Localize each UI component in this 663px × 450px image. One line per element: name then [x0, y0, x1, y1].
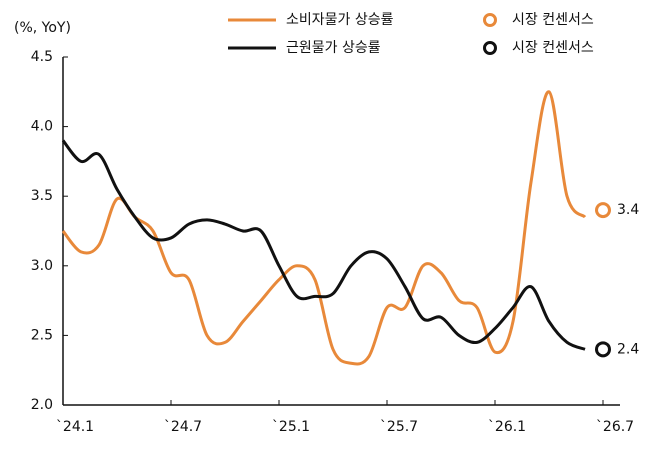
x-tick-label: `26.7: [596, 419, 634, 435]
y-tick-label: 4.0: [31, 119, 53, 135]
x-tick-label: `25.7: [380, 419, 418, 435]
legend-marker: [483, 41, 497, 55]
y-tick-label: 4.5: [31, 49, 53, 65]
y-tick-label: 2.0: [31, 397, 53, 413]
series-line: [61, 139, 586, 351]
y-tick-label: 3.5: [31, 188, 53, 204]
legend-label: 시장 컨센서스: [512, 40, 594, 56]
y-tick-label: 3.0: [31, 258, 53, 274]
legend-label: 소비자물가 상승률: [286, 12, 394, 28]
consensus-marker: [595, 202, 611, 219]
series-line: [61, 90, 587, 366]
x-tick-label: `26.1: [488, 419, 526, 435]
x-tick-label: `25.1: [272, 419, 310, 435]
value-label: 3.4: [617, 202, 639, 218]
x-tick-label: `24.7: [164, 419, 202, 435]
y-tick-label: 2.5: [31, 327, 53, 343]
legend-label: 시장 컨센서스: [512, 12, 594, 28]
consensus-marker: [595, 341, 611, 358]
x-tick-label: `24.1: [56, 419, 94, 435]
y-axis-label: (%, YoY): [14, 20, 71, 36]
legend-label: 근원물가 상승률: [286, 40, 381, 56]
value-label: 2.4: [617, 341, 639, 357]
legend-marker: [483, 13, 497, 27]
